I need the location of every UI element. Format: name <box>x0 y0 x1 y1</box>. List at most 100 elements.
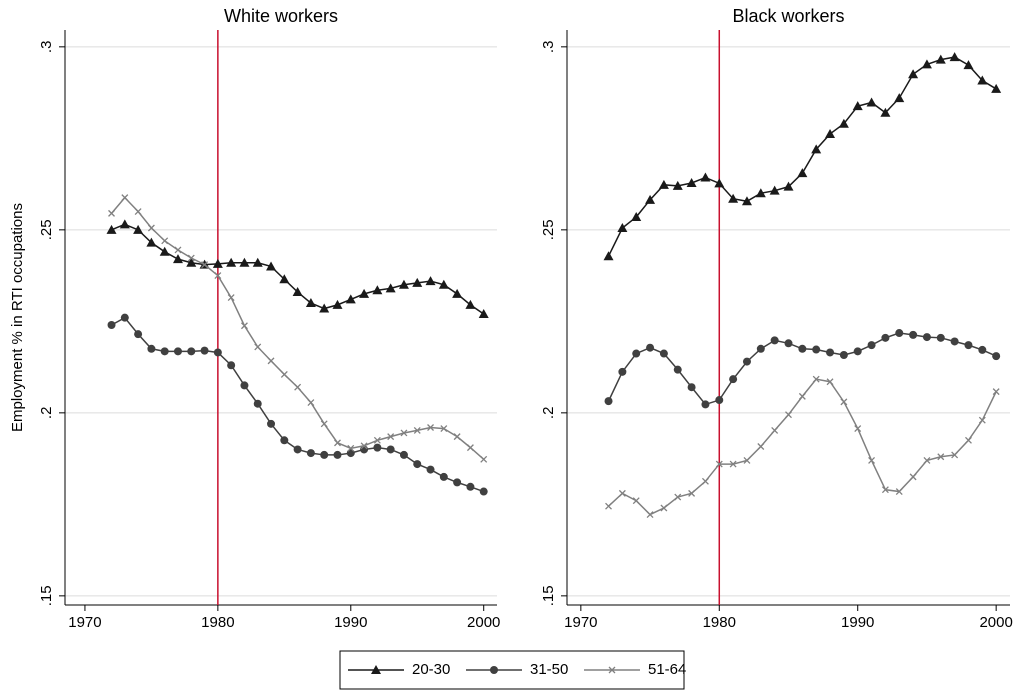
data-point <box>147 344 156 353</box>
data-point <box>213 348 222 357</box>
data-point <box>319 303 330 313</box>
data-point <box>121 194 129 202</box>
data-point <box>937 453 945 461</box>
data-point <box>659 349 668 358</box>
x-tick-label: 1990 <box>334 614 367 631</box>
data-point <box>239 257 250 267</box>
data-point <box>797 168 808 178</box>
legend-marker <box>490 666 498 674</box>
data-point <box>895 329 904 338</box>
data-point <box>172 254 183 264</box>
data-point <box>770 336 779 345</box>
data-point <box>769 185 780 195</box>
data-point <box>838 118 849 128</box>
legend-label: 51-64 <box>648 661 686 678</box>
y-tick-label: .15 <box>38 585 55 606</box>
data-point <box>812 345 821 354</box>
data-point <box>186 257 197 267</box>
data-point <box>923 456 931 464</box>
data-point <box>373 443 382 452</box>
data-point <box>854 425 862 433</box>
data-point <box>214 272 222 280</box>
x-tick-label: 2000 <box>979 614 1012 631</box>
data-point <box>159 246 170 256</box>
data-point <box>771 426 779 434</box>
series-line <box>110 196 485 460</box>
data-point <box>673 365 682 374</box>
data-point <box>133 224 144 234</box>
data-point <box>701 400 710 409</box>
data-point <box>240 381 249 390</box>
data-point <box>373 436 381 444</box>
data-point <box>894 93 905 103</box>
data-point <box>280 436 289 445</box>
data-point <box>660 504 668 512</box>
data-point <box>106 224 117 234</box>
data-point <box>867 341 876 350</box>
data-point <box>359 288 370 298</box>
data-point <box>840 398 848 406</box>
data-point <box>743 456 751 464</box>
data-point <box>729 375 738 384</box>
data-point <box>280 370 288 378</box>
data-point <box>992 388 1000 396</box>
data-point <box>119 219 130 229</box>
data-point <box>741 196 752 206</box>
x-tick-label: 2000 <box>467 614 500 631</box>
x-tick-label: 1980 <box>703 614 736 631</box>
data-point <box>742 357 751 366</box>
data-point <box>147 224 155 232</box>
data-point <box>783 181 794 191</box>
data-point <box>279 274 290 284</box>
data-point <box>478 309 489 319</box>
y-tick-label: .2 <box>38 407 55 420</box>
data-point <box>908 69 919 79</box>
data-point <box>715 460 723 468</box>
data-point <box>398 279 409 289</box>
data-point <box>479 487 488 496</box>
x-tick-label: 1970 <box>68 614 101 631</box>
data-point <box>728 193 739 203</box>
data-point <box>868 456 876 464</box>
data-point <box>226 257 237 267</box>
series-line <box>607 332 997 406</box>
data-point <box>425 276 436 286</box>
legend-marker <box>608 666 616 674</box>
data-point <box>266 261 277 271</box>
data-point <box>466 444 474 452</box>
data-point <box>895 488 903 495</box>
data-point <box>438 279 449 289</box>
y-tick-label: .15 <box>540 585 557 606</box>
y-tick-label: .25 <box>38 219 55 240</box>
data-point <box>385 283 396 293</box>
data-point <box>618 489 626 497</box>
data-point <box>687 383 696 392</box>
data-point <box>200 346 209 355</box>
data-point <box>294 383 302 391</box>
data-point <box>936 333 945 342</box>
data-point <box>646 511 654 519</box>
data-point <box>755 188 766 198</box>
data-point <box>605 502 612 510</box>
data-point <box>252 257 263 267</box>
data-point <box>992 352 1001 361</box>
data-point <box>714 178 725 188</box>
data-point <box>922 333 931 342</box>
data-point <box>187 254 195 262</box>
data-point <box>360 442 368 450</box>
data-point <box>212 258 223 268</box>
data-point <box>617 223 628 233</box>
x-tick-label: 1970 <box>564 614 597 631</box>
data-point <box>161 237 169 245</box>
data-point <box>866 97 877 107</box>
data-point <box>977 75 988 85</box>
data-point <box>174 246 182 254</box>
y-tick-label: .3 <box>540 41 557 54</box>
data-point <box>688 489 696 497</box>
data-point <box>134 330 143 339</box>
data-point <box>921 59 932 69</box>
data-point <box>440 425 448 433</box>
data-point <box>426 465 435 474</box>
x-tick-label: 1990 <box>841 614 874 631</box>
